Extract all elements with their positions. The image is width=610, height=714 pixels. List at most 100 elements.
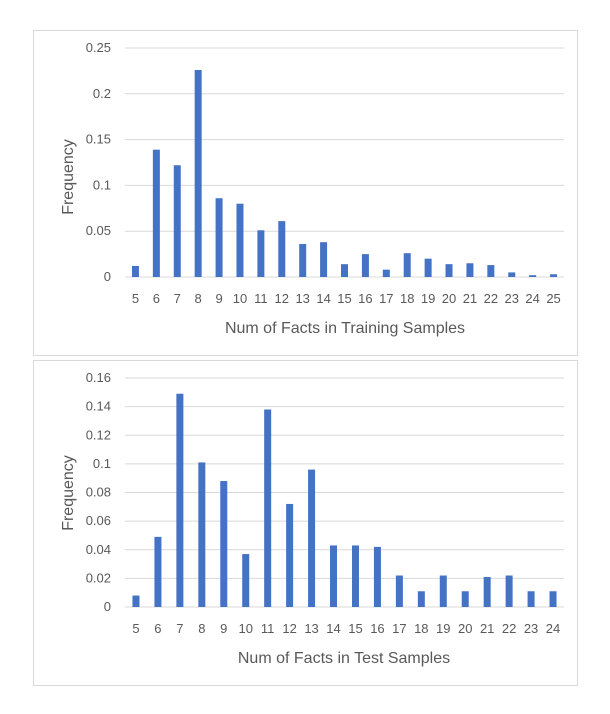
bar — [439, 575, 447, 607]
bar — [132, 595, 140, 607]
bar — [308, 469, 316, 607]
bar — [154, 536, 162, 607]
x-tick-label: 23 — [505, 291, 519, 306]
y-tick-label: 0.16 — [86, 370, 111, 385]
x-tick-label: 7 — [174, 291, 181, 306]
x-tick-label: 14 — [326, 621, 340, 636]
test-chart: 0 0.02 0.04 0.06 0.08 0.1 0.12 0.14 0.16 5 6 7 8 9 10… — [60, 370, 564, 667]
y-tick-label: 0.08 — [86, 485, 111, 500]
x-tick-label: 24 — [546, 621, 560, 636]
y-tick-label: 0.02 — [86, 570, 111, 585]
training-chart: 0 0.05 0.1 0.15 0.2 0.25 5 6 7 8 9 10 11 12 13 14 15 16 1… — [60, 40, 564, 337]
bar — [278, 221, 286, 277]
bar — [242, 554, 250, 607]
y-tick-label: 0.1 — [93, 177, 111, 192]
x-tick-label: 9 — [220, 621, 227, 636]
bar — [215, 198, 223, 277]
x-tick-label: 12 — [275, 291, 289, 306]
bar — [131, 266, 139, 277]
bar — [395, 575, 403, 607]
bar — [417, 591, 425, 607]
bar — [445, 264, 453, 277]
x-axis-title: Num of Facts in Test Samples — [238, 650, 450, 667]
bar — [382, 269, 390, 277]
y-tick-label: 0.14 — [86, 399, 111, 414]
x-tick-label: 5 — [132, 291, 139, 306]
x-tick-label: 11 — [254, 291, 268, 306]
x-tick-label: 6 — [153, 291, 160, 306]
bar — [461, 591, 469, 607]
y-tick-label: 0.2 — [93, 86, 111, 101]
bar — [198, 462, 206, 607]
y-tick-label: 0.1 — [93, 456, 111, 471]
x-tick-label: 19 — [436, 621, 450, 636]
x-tick-label: 17 — [392, 621, 406, 636]
y-tick-label: 0.25 — [86, 40, 111, 55]
x-tick-label: 5 — [132, 621, 139, 636]
bar — [330, 545, 338, 607]
y-tick-label: 0.15 — [86, 132, 111, 147]
x-tick-label: 12 — [282, 621, 296, 636]
x-tick-label: 7 — [176, 621, 183, 636]
bar — [341, 264, 348, 277]
x-tick-label: 8 — [198, 621, 205, 636]
bar — [152, 149, 160, 277]
bar — [351, 545, 359, 607]
y-tick-label: 0 — [104, 269, 111, 284]
y-tick-label: 0.06 — [86, 513, 111, 528]
bar — [527, 591, 535, 607]
x-tick-label: 14 — [316, 291, 330, 306]
x-tick-label: 22 — [502, 621, 516, 636]
x-tick-label: 15 — [348, 621, 362, 636]
bar — [299, 244, 307, 277]
x-tick-label: 13 — [295, 291, 309, 306]
y-axis-title: Frequency — [60, 139, 77, 215]
x-tick-label: 20 — [442, 291, 456, 306]
bar — [550, 274, 558, 277]
x-tick-label: 6 — [154, 621, 161, 636]
bar — [320, 242, 328, 277]
bar — [361, 254, 369, 277]
x-tick-label: 9 — [215, 291, 222, 306]
bar — [505, 575, 513, 607]
x-tick-label: 20 — [458, 621, 472, 636]
bar — [236, 203, 244, 277]
bar — [549, 591, 557, 607]
y-axis-title: Frequency — [60, 455, 77, 531]
x-tick-label: 21 — [463, 291, 477, 306]
x-tick-label: 25 — [546, 291, 560, 306]
bar — [176, 393, 184, 607]
x-tick-label: 11 — [261, 621, 275, 636]
x-tick-label: 17 — [379, 291, 393, 306]
bar — [373, 546, 381, 607]
y-tick-label: 0.05 — [86, 223, 111, 238]
training-chart-panel: 0 0.05 0.1 0.15 0.2 0.25 5 6 7 8 9 10 11 12 13 14 15 16 1… — [33, 30, 578, 356]
bar — [508, 272, 516, 277]
y-tick-label: 0.04 — [86, 542, 111, 557]
bar — [220, 481, 228, 607]
x-tick-label: 10 — [238, 621, 252, 636]
x-tick-label: 18 — [400, 291, 414, 306]
bar — [194, 69, 202, 277]
x-tick-label: 13 — [304, 621, 318, 636]
bar — [264, 409, 272, 607]
x-tick-label: 10 — [233, 291, 247, 306]
bar — [424, 258, 432, 277]
bar — [286, 503, 294, 607]
y-tick-label: 0.12 — [86, 427, 111, 442]
y-tick-label: 0 — [104, 599, 111, 614]
x-tick-label: 24 — [525, 291, 539, 306]
bar — [466, 263, 474, 277]
bar — [257, 230, 265, 277]
bar — [173, 165, 181, 277]
bar — [483, 576, 491, 607]
test-chart-panel: 0 0.02 0.04 0.06 0.08 0.1 0.12 0.14 0.16 5 6 7 8 9 10… — [33, 360, 578, 686]
x-tick-label: 15 — [337, 291, 351, 306]
bar — [403, 253, 411, 277]
x-tick-label: 22 — [484, 291, 498, 306]
x-axis-title: Num of Facts in Training Samples — [225, 320, 465, 337]
x-tick-label: 19 — [421, 291, 435, 306]
x-tick-label: 8 — [195, 291, 202, 306]
x-tick-label: 23 — [524, 621, 538, 636]
bar — [487, 265, 495, 277]
